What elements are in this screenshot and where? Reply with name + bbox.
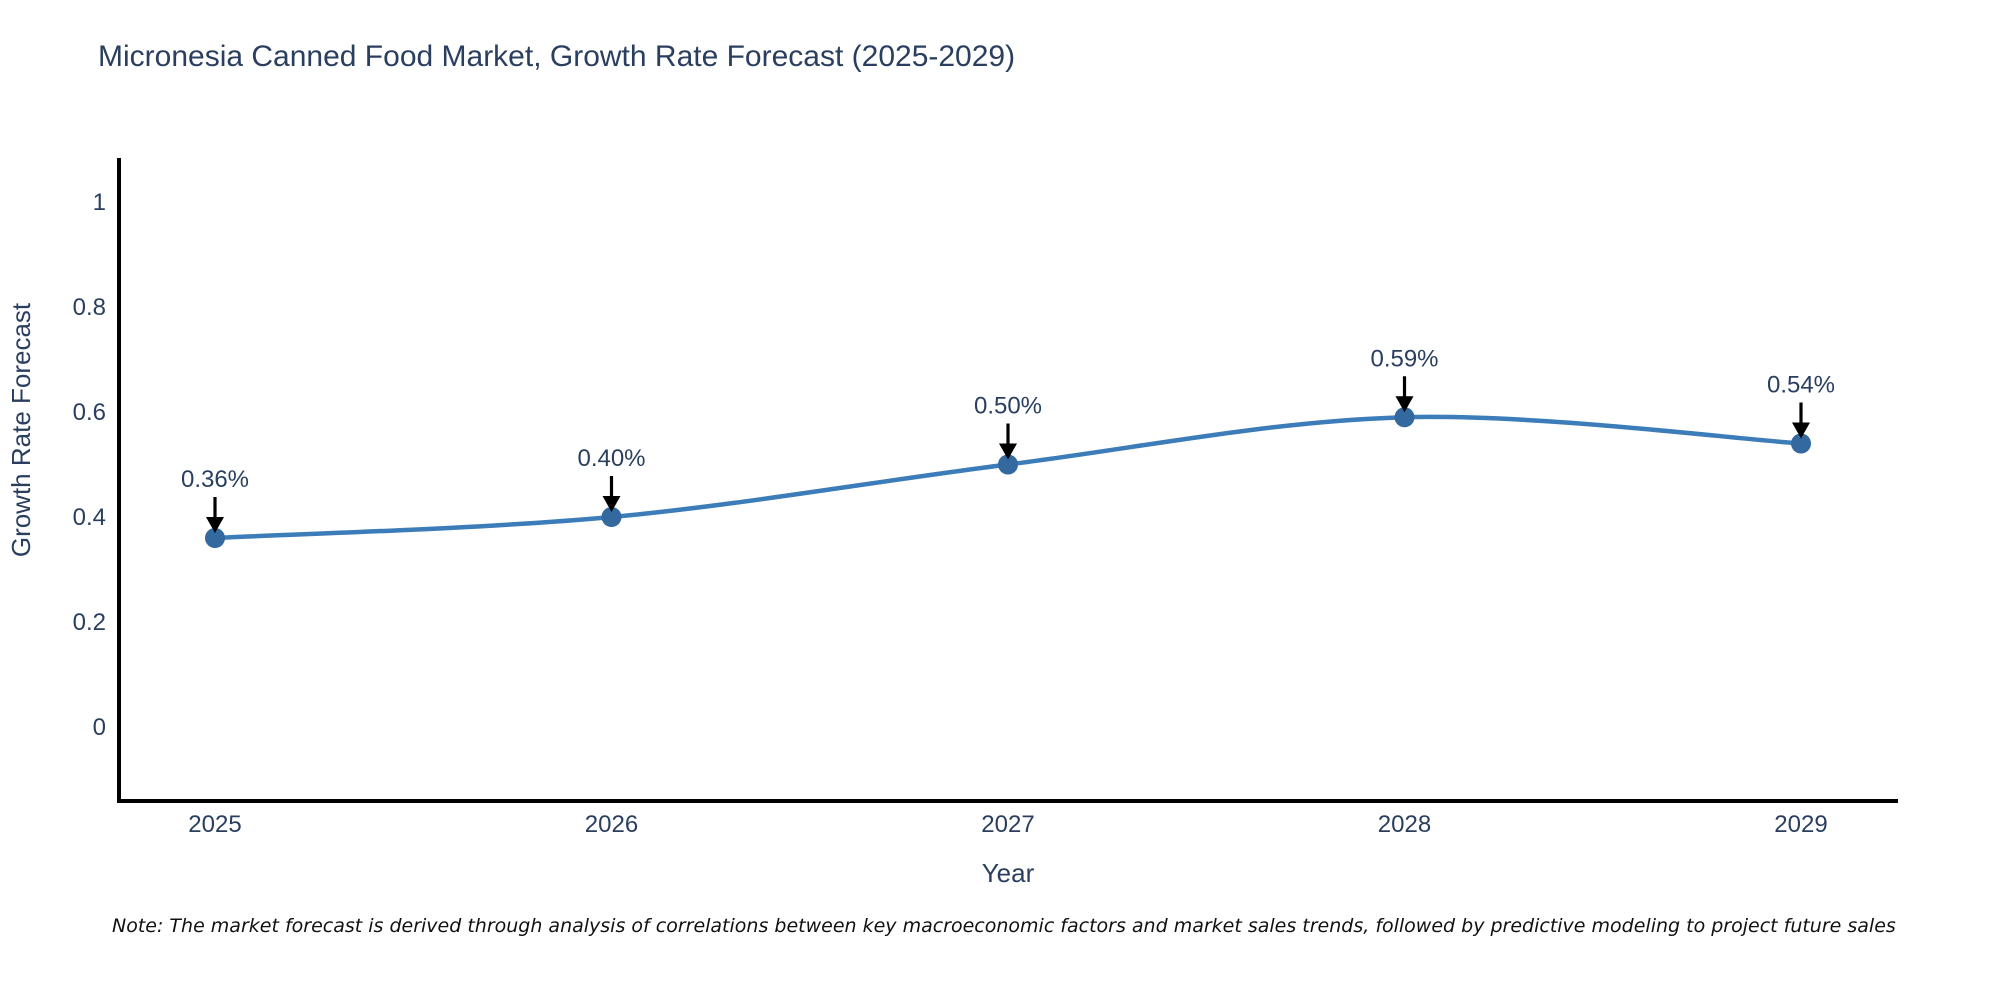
point-value-label: 0.59% [1370, 345, 1438, 372]
y-tick-label: 0.6 [73, 399, 106, 426]
y-tick-label: 0.2 [73, 609, 106, 636]
y-tick-label: 1 [93, 189, 106, 216]
x-tick-label: 2025 [188, 811, 241, 838]
x-tick-label: 2026 [585, 811, 638, 838]
x-axis-title: Year [982, 858, 1035, 888]
footnote: Note: The market forecast is derived thr… [112, 915, 1896, 937]
annotation-arrowhead-icon [999, 443, 1017, 460]
plot-area: 0 0.2 0.4 0.6 0.8 1 2025 2026 2027 2028 2029 0.36% 0… [73, 158, 1898, 838]
y-tick-label: 0.8 [73, 294, 106, 321]
x-tick-label: 2029 [1774, 811, 1827, 838]
x-tick-label: 2027 [981, 811, 1034, 838]
point-value-label: 0.36% [181, 466, 249, 493]
data-point-marker [601, 507, 622, 527]
data-point-marker [1791, 433, 1811, 454]
point-value-label: 0.50% [974, 393, 1042, 420]
data-point-marker [205, 528, 225, 548]
point-value-label: 0.40% [577, 445, 645, 472]
point-value-label: 0.54% [1767, 372, 1835, 399]
y-tick-label: 0 [93, 714, 106, 741]
annotation-arrowhead-icon [1395, 396, 1414, 413]
annotation-arrowhead-icon [1792, 422, 1810, 439]
data-point-marker [1394, 407, 1415, 428]
annotation-arrowhead-icon [602, 496, 621, 512]
y-tick-label: 0.4 [73, 504, 106, 531]
x-tick-label: 2028 [1378, 811, 1431, 838]
y-axis-title: Growth Rate Forecast [6, 302, 36, 557]
annotation-arrowhead-icon [206, 517, 224, 533]
data-point-marker [998, 454, 1018, 475]
chart-title: Micronesia Canned Food Market, Growth Ra… [98, 40, 1015, 73]
